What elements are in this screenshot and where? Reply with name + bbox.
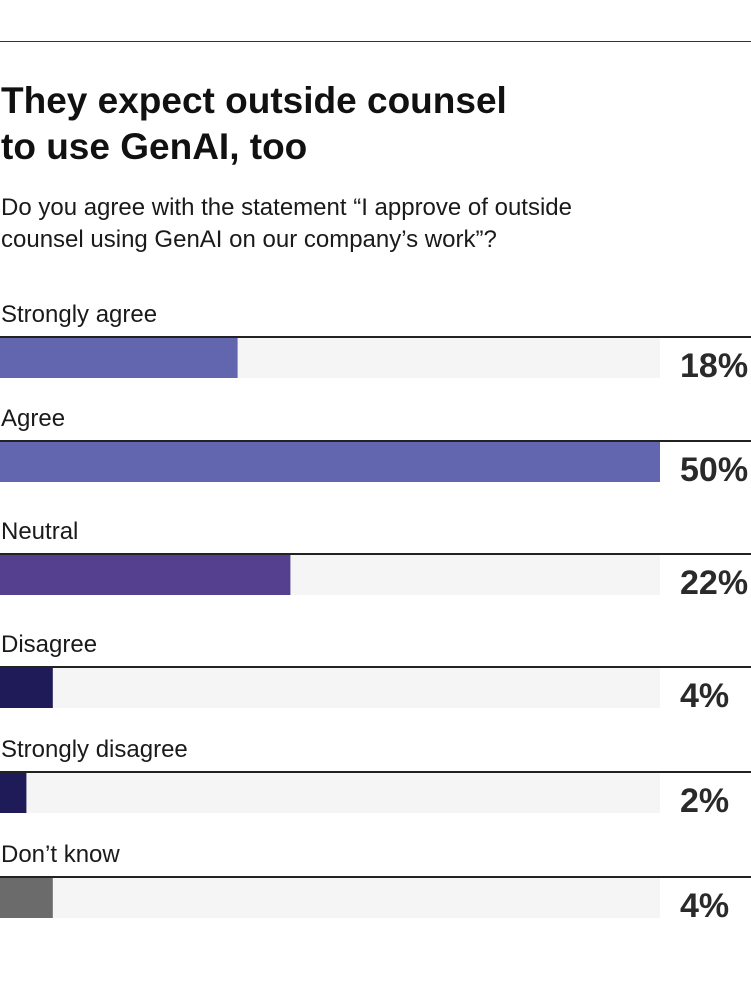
value-label-don-t-know: 4% (680, 887, 729, 925)
category-label-agree: Agree (1, 405, 65, 432)
bar-rule-agree (0, 440, 751, 442)
bar-rule-strongly-disagree (0, 771, 751, 773)
chart-subtitle-line-2: counsel using GenAI on our company’s wor… (1, 226, 497, 253)
bar-strongly-disagree (0, 772, 27, 813)
bar-disagree (0, 667, 53, 708)
bar-don-t-know (0, 877, 53, 918)
value-label-neutral: 22% (680, 564, 748, 602)
chart-title-line-1: They expect outside counsel (1, 80, 507, 121)
chart-subtitle: Do you agree with the statement “I appro… (1, 192, 741, 256)
category-label-strongly-disagree: Strongly disagree (1, 736, 188, 763)
value-label-strongly-disagree: 2% (680, 782, 729, 820)
category-label-strongly-agree: Strongly agree (1, 301, 157, 328)
bar-rule-strongly-agree (0, 336, 751, 338)
bar-agree (0, 441, 660, 482)
bar-strongly-agree (0, 337, 238, 378)
value-label-strongly-agree: 18% (680, 347, 748, 385)
bar-rule-don-t-know (0, 876, 751, 878)
bar-track-don-t-know (0, 877, 660, 918)
bar-rule-neutral (0, 553, 751, 555)
value-label-disagree: 4% (680, 677, 729, 715)
category-label-don-t-know: Don’t know (1, 841, 120, 868)
category-label-disagree: Disagree (1, 631, 97, 658)
chart-title: They expect outside counsel to use GenAI… (1, 78, 721, 170)
chart-subtitle-line-1: Do you agree with the statement “I appro… (1, 194, 572, 221)
bar-rule-disagree (0, 666, 751, 668)
bar-neutral (0, 554, 291, 595)
category-label-neutral: Neutral (1, 518, 78, 545)
bar-track-strongly-disagree (0, 772, 660, 813)
top-rule (0, 41, 751, 42)
bar-track-disagree (0, 667, 660, 708)
value-label-agree: 50% (680, 451, 748, 489)
chart-title-line-2: to use GenAI, too (1, 126, 308, 167)
